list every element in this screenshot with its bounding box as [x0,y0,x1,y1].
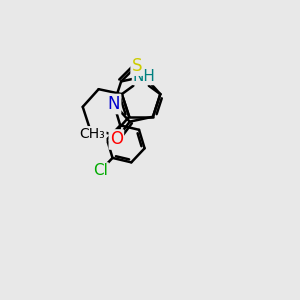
Text: Cl: Cl [93,164,108,178]
Text: CH₃: CH₃ [80,127,105,141]
Text: S: S [132,57,142,75]
Text: O: O [110,130,123,148]
Text: N: N [108,95,120,113]
Text: S: S [136,71,146,89]
Text: NH: NH [133,69,156,84]
